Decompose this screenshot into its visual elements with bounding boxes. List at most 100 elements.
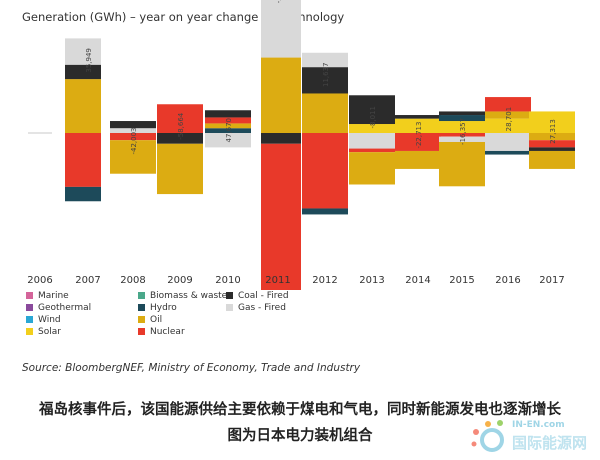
data-label: -59,505: [275, 0, 283, 3]
bar-segment-oil: [395, 150, 441, 169]
x-tick-label: 2011: [265, 275, 290, 286]
bar-segment-solar: [395, 118, 441, 133]
bar-segment-nuclear: [110, 133, 156, 141]
legend-label: Solar: [38, 326, 61, 337]
data-label: -16,357: [459, 118, 467, 145]
bar-segment-coal-fired: [529, 147, 575, 151]
bar-segment-coal-fired: [157, 133, 203, 144]
bar-segment-coal-fired: [261, 133, 301, 144]
bar-segment-coal-fired: [439, 111, 485, 116]
legend-swatch: [226, 292, 233, 299]
bar-segment-oil: [65, 79, 101, 133]
data-label: -22,713: [415, 122, 423, 149]
bar-segment-coal-fired: [110, 121, 156, 129]
legend-item: Marine: [26, 290, 69, 301]
legend-label: Hydro: [150, 302, 177, 313]
bar-2014: -22,713 2014: [395, 115, 441, 286]
data-label: 27,313: [549, 119, 557, 144]
legend-label: Wind: [38, 314, 61, 325]
bar-segment-oil: [157, 143, 203, 195]
bar-segment-nuclear: [302, 133, 348, 209]
x-tick-label: 2013: [359, 275, 384, 286]
bar-segment-gas-fired: [110, 128, 156, 133]
bar-segment-oil: [349, 152, 395, 185]
bar-segment-nuclear: [349, 148, 395, 153]
x-tick-label: 2017: [539, 275, 564, 286]
bar-segment-gas-fired: [349, 133, 395, 149]
bar-segment-nuclear: [205, 117, 251, 124]
legend-swatch: [26, 328, 33, 335]
bar-segment-gas-fired: [261, 0, 301, 58]
bar-segment-hydro: [302, 208, 348, 215]
bar-2010: 47,670 2010: [205, 110, 251, 286]
watermark-cn: 国际能源网: [512, 434, 588, 452]
bar-2015: -16,357 2015: [439, 111, 485, 286]
legend-item: Gas - Fired: [226, 302, 286, 313]
x-tick-label: 2010: [215, 275, 240, 286]
x-tick-label: 2006: [27, 275, 52, 286]
x-tick-label: 2016: [495, 275, 520, 286]
source-note: Source: BloombergNEF, Ministry of Econom…: [22, 362, 361, 374]
bar-segment-coal-fired: [65, 64, 101, 80]
data-label: -8,011: [369, 106, 377, 129]
legend-item: Biomass & waste: [138, 290, 227, 301]
bar-2011: -59,505 2011: [261, 0, 301, 290]
bar-segment-oil: [485, 111, 531, 119]
x-tick-label: 2008: [120, 275, 145, 286]
x-tick-label: 2012: [312, 275, 337, 286]
legend-swatch: [26, 316, 33, 323]
bar-segment-gas-fired: [439, 136, 485, 142]
bar-2013: -8,011 2013: [349, 95, 395, 286]
bar-segment-hydro: [205, 128, 251, 133]
bar-2006: 2006: [27, 132, 53, 286]
legend-item: Nuclear: [138, 326, 185, 337]
legend-item: Coal - Fired: [226, 290, 289, 301]
chart-legend: Marine Geothermal Wind Solar Biomass & waste…: [26, 290, 326, 340]
legend-label: Geothermal: [38, 302, 92, 313]
bar-segment-nuclear: [485, 97, 531, 112]
bar-segment-oil: [529, 150, 575, 169]
legend-item: Oil: [138, 314, 162, 325]
bar-segment-nuclear: [65, 133, 101, 187]
bar-2012: 11,637 2012: [302, 52, 348, 286]
bar-segment-gas-fired: [485, 133, 531, 151]
legend-item: Solar: [26, 326, 61, 337]
bar-segment-coal-fired: [302, 67, 348, 94]
bar-2016: 28,701 2016: [485, 97, 531, 286]
bar-segment-solar: [439, 121, 485, 133]
legend-swatch: [138, 292, 145, 299]
bar-2017: 27,313 2017: [529, 111, 575, 286]
bar-segment-hydro: [485, 150, 531, 155]
legend-swatch: [138, 304, 145, 311]
bar-segment-nuclear: [439, 133, 485, 137]
legend-item: Hydro: [138, 302, 177, 313]
x-tick-label: 2009: [167, 275, 192, 286]
bar-segment-solar: [349, 124, 395, 133]
caption-line-2: 图为日本电力装机组合: [227, 428, 373, 444]
bar-segment-gas-fired: [205, 133, 251, 148]
caption-line-1: 福岛核事件后，该国能源供给主要依赖于煤电和气电，同时新能源发电也逐渐增长: [39, 402, 561, 418]
legend-swatch: [26, 304, 33, 311]
bar-segment-hydro: [65, 186, 101, 202]
watermark-en: IN-EN.com: [512, 420, 565, 430]
bar-segment-oil: [205, 123, 251, 129]
data-label: -42,003: [130, 128, 138, 155]
x-tick-label: 2014: [405, 275, 430, 286]
legend-label: Marine: [38, 290, 69, 301]
bar-segment-oil: [302, 93, 348, 133]
x-tick-label: 2015: [449, 275, 474, 286]
x-tick-label: 2007: [75, 275, 100, 286]
data-label: 35,949: [85, 48, 93, 73]
bar-segment-nuclear: [261, 143, 301, 290]
data-label: 28,701: [505, 107, 513, 132]
bar-2008: -42,003 2008: [110, 121, 156, 286]
bar-segment-gas-fired: [65, 38, 101, 65]
bar-segment-coal-fired: [349, 95, 395, 125]
bar-segment-solar: [529, 111, 575, 133]
bar-segment-coal-fired: [205, 110, 251, 118]
bar-segment-nuclear: [157, 104, 203, 133]
bar-segment-coal-fired: [395, 115, 441, 119]
data-label: -58,664: [177, 112, 185, 140]
legend-label: Coal - Fired: [238, 290, 289, 301]
bar-2009: -58,664 2009: [157, 104, 203, 286]
